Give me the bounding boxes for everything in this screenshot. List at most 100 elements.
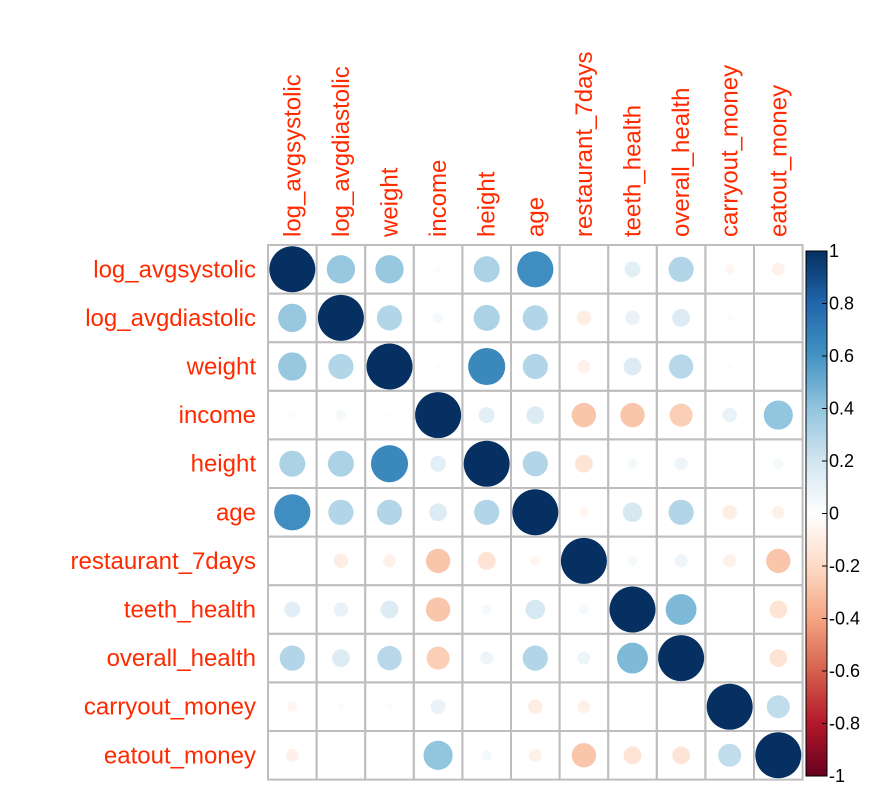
correlation-circle-eatout_money-restaurant_7days [571,743,597,768]
correlation-circle-teeth_health-log_avgdiastolic [333,602,349,617]
correlation-circles [269,246,802,779]
correlation-circle-weight-teeth_health [623,357,642,376]
correlation-circle-weight-restaurant_7days [577,359,591,374]
colorbar-tick-label: 1 [829,241,839,261]
correlation-circle-restaurant_7days-weight [382,554,397,568]
column-label: weight [377,167,404,238]
correlation-circle-log_avgsystolic-weight [375,255,404,284]
correlation-circle-log_avgdiastolic-overall_health [672,308,691,327]
correlation-circle-weight-age [522,353,548,380]
correlation-circle-carryout_money-weight [386,703,393,710]
column-label: overall_health [668,88,695,237]
correlation-circle-age-carryout_money [722,505,737,520]
correlation-circle-age-restaurant_7days [578,507,590,518]
correlation-circle-weight-log_avgdiastolic [328,353,354,380]
correlation-circle-weight-log_avgsystolic [278,352,307,381]
correlation-circle-age-log_avgsystolic [274,494,311,531]
correlation-circle-log_avgsystolic-overall_health [668,256,694,282]
correlation-circle-overall_health-carryout_money [727,655,732,661]
correlation-circle-log_avgsystolic-income [434,266,442,273]
correlation-circle-age-teeth_health [622,502,643,523]
correlation-circle-restaurant_7days-restaurant_7days [560,537,607,584]
correlation-circle-carryout_money-log_avgdiastolic [337,703,345,710]
correlation-circle-carryout_money-carryout_money [706,683,753,730]
correlation-circle-carryout_money-age [528,699,543,714]
correlation-circle-log_avgdiastolic-teeth_health [625,310,640,326]
correlation-circle-age-age [512,489,559,536]
correlation-circle-overall_health-eatout_money [769,649,788,668]
row-label: age [216,499,256,526]
colorbar: 1 0.8 0.6 0.4 0.2 0 -0.2 -0.4 -0.6 -0.8 -1 [805,241,860,786]
correlation-circle-height-overall_health [674,457,688,471]
correlation-circle-height-carryout_money [727,461,732,467]
correlation-circle-carryout_money-overall_health [678,704,684,709]
colorbar-tick-label: 0.8 [829,294,854,314]
correlation-circle-income-carryout_money [722,407,737,423]
correlation-circle-teeth_health-age [525,599,546,620]
matrix-grid [267,244,804,781]
correlation-circle-eatout_money-log_avgdiastolic [338,753,344,758]
correlation-circle-eatout_money-carryout_money [718,743,742,767]
correlation-circle-overall_health-height [480,651,494,665]
correlation-circle-height-age [522,451,548,477]
correlation-circle-carryout_money-height [484,704,490,709]
colorbar-tick-label: 0.2 [829,451,854,471]
correlation-circle-overall_health-age [522,645,548,671]
correlation-circle-height-log_avgsystolic [279,450,306,477]
correlation-circle-weight-overall_health [668,354,694,379]
correlation-circle-overall_health-income [426,646,450,670]
column-label: income [425,160,452,237]
correlation-circle-carryout_money-teeth_health [630,704,635,709]
correlation-circle-height-weight [370,445,409,483]
correlation-circle-log_avgdiastolic-weight [376,305,403,331]
grid-cell [364,730,415,781]
colorbar-ticks: 1 0.8 0.6 0.4 0.2 0 -0.2 -0.4 -0.6 -0.8 -1 [822,241,860,786]
correlation-circle-height-income [430,455,447,472]
row-label: height [191,451,257,478]
correlation-circle-restaurant_7days-income [425,548,451,574]
colorbar-tick-label: -0.2 [829,556,860,576]
correlation-circle-age-height [474,499,500,525]
column-label: age [522,197,549,237]
correlation-circle-age-income [429,503,448,522]
correlation-circle-eatout_money-eatout_money [755,732,802,779]
correlation-circle-log_avgsystolic-teeth_health [624,261,641,278]
correlation-circle-carryout_money-income [430,699,446,714]
colorbar-tick-label: 0.6 [829,346,854,366]
correlation-circle-teeth_health-log_avgsystolic [284,601,301,618]
correlation-circle-restaurant_7days-teeth_health [627,555,638,567]
correlation-circle-eatout_money-age [528,748,542,762]
correlation-circle-log_avgdiastolic-carryout_money [726,314,733,322]
correlation-circle-restaurant_7days-carryout_money [723,554,737,568]
row-label: weight [186,354,257,381]
correlation-circle-carryout_money-eatout_money [766,695,790,719]
correlation-circle-restaurant_7days-log_avgdiastolic [333,553,349,569]
correlation-circle-overall_health-restaurant_7days [577,651,591,665]
row-label: log_avgsystolic [93,256,256,283]
correlation-circle-overall_health-teeth_health [617,642,648,674]
colorbar-tick-label: -0.6 [829,661,860,681]
row-label: overall_health [107,645,256,672]
correlation-circle-overall_health-log_avgsystolic [279,645,305,671]
column-labels: log_avgsystolic log_avgdiastolic weight inc… [279,52,792,238]
correlation-circle-teeth_health-restaurant_7days [578,604,590,615]
correlation-circle-overall_health-overall_health [658,635,705,682]
correlation-circle-age-eatout_money [771,505,785,519]
correlation-circle-eatout_money-teeth_health [623,746,642,765]
correlation-circle-eatout_money-log_avgsystolic [285,748,299,762]
correlation-circle-income-restaurant_7days [571,402,597,428]
correlation-circle-height-eatout_money [773,458,784,469]
correlation-circle-eatout_money-overall_health [672,746,691,765]
correlation-circle-income-income [415,392,462,439]
colorbar-tick-label: -1 [829,766,845,786]
column-label: log_avgsystolic [279,74,306,237]
correlation-circle-log_avgdiastolic-restaurant_7days [576,310,592,326]
column-label: eatout_money [765,85,792,237]
correlation-circle-eatout_money-income [423,740,453,770]
correlation-circle-overall_health-weight [377,645,402,671]
correlation-circle-weight-weight [366,343,413,390]
correlation-circle-teeth_health-eatout_money [769,600,788,619]
colorbar-tick-label: 0 [829,504,839,524]
correlation-circle-income-height [478,407,495,424]
